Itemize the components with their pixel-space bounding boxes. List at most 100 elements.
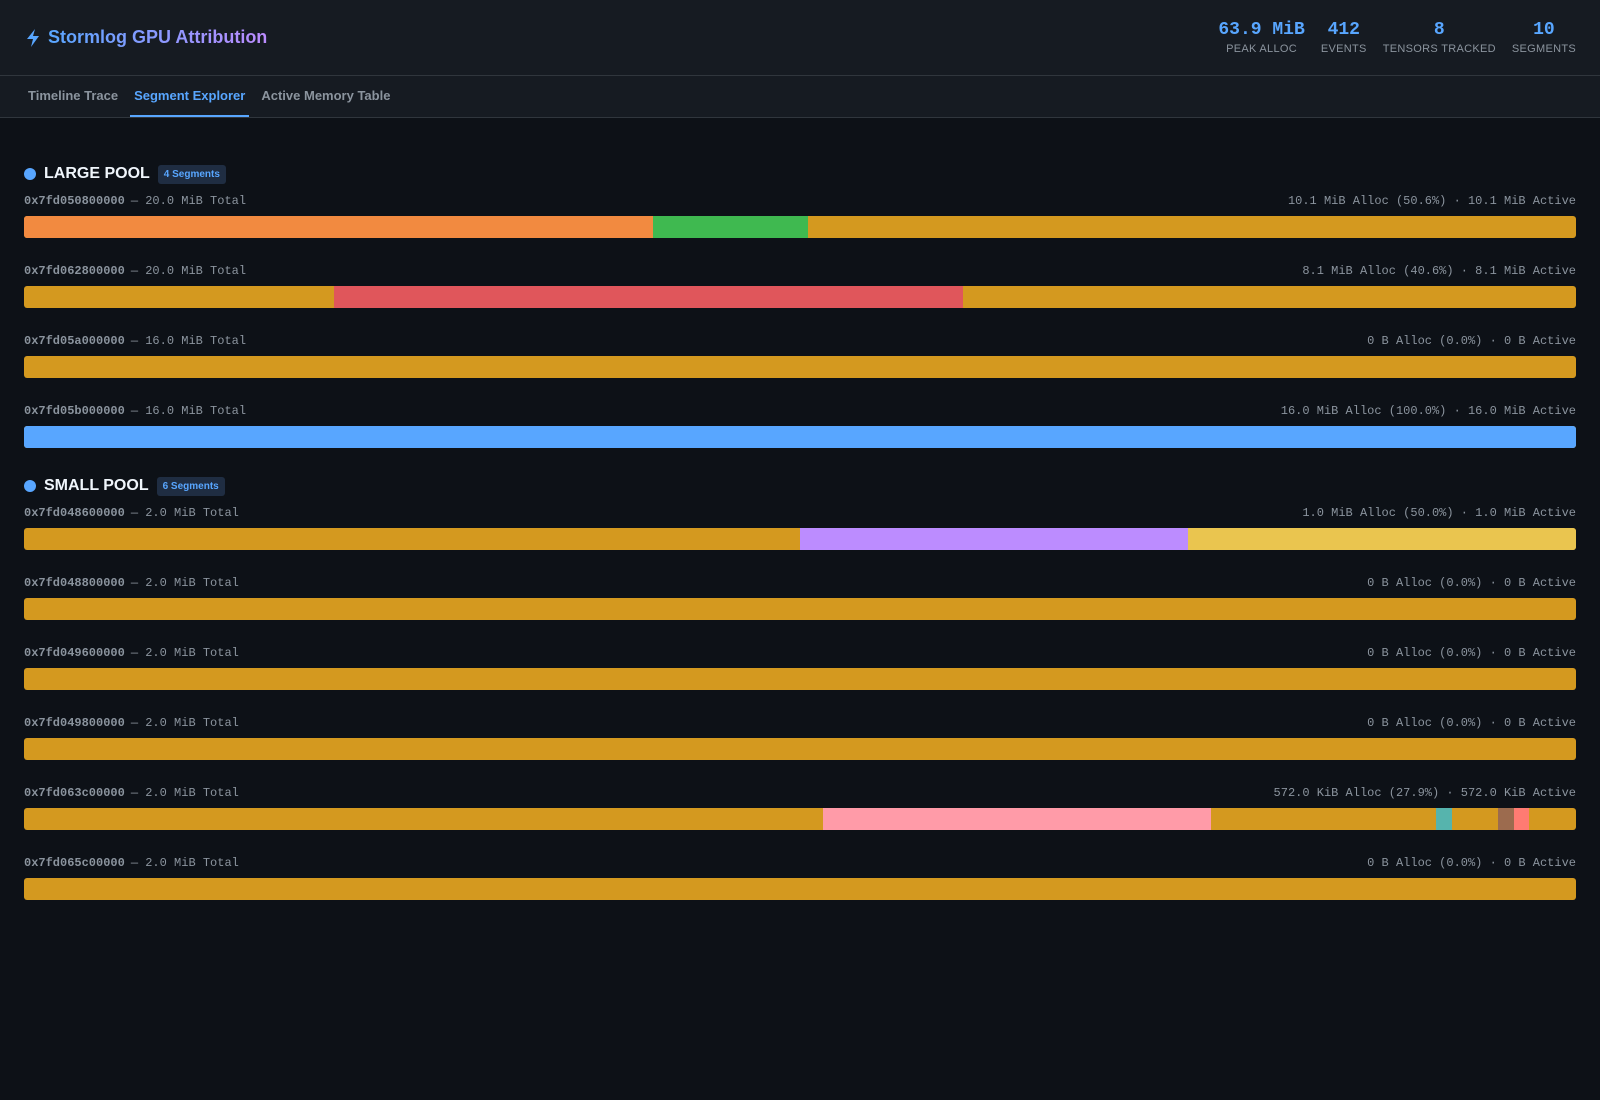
memory-block[interactable] [1513, 808, 1530, 830]
segment-bar [24, 808, 1576, 830]
segment-title: 0x7fd049600000 — 2.0 MiB Total [24, 646, 239, 662]
segment-address: 0x7fd063c00000 [24, 786, 125, 800]
stat-label: EVENTS [1320, 43, 1367, 55]
segment-title: 0x7fd05a000000 — 16.0 MiB Total [24, 334, 246, 350]
segment-usage: 0 B Alloc (0.0%) · 0 B Active [1367, 716, 1576, 730]
segment-bar [24, 528, 1576, 550]
segment-address: 0x7fd065c00000 [24, 856, 125, 870]
memory-block[interactable] [1188, 528, 1576, 550]
stat-label: SEGMENTS [1511, 43, 1576, 55]
segment-count-badge: 6 Segments [156, 476, 225, 496]
memory-block[interactable] [1436, 808, 1452, 830]
segment-usage: 0 B Alloc (0.0%) · 0 B Active [1367, 646, 1576, 660]
segment-row[interactable]: 0x7fd049800000 — 2.0 MiB Total 0 B Alloc (… [24, 716, 1576, 786]
segment-usage: 572.0 KiB Alloc (27.9%) · 572.0 KiB Acti… [1273, 786, 1576, 800]
segment-bar [24, 426, 1576, 448]
segment-info: 0x7fd062800000 — 20.0 MiB Total 8.1 MiB Al… [24, 264, 1576, 280]
memory-block[interactable] [652, 216, 808, 238]
segment-total: — 20.0 MiB Total [130, 264, 247, 278]
segment-usage: 10.1 MiB Alloc (50.6%) · 10.1 MiB Active [1287, 194, 1576, 208]
tab[interactable]: Timeline Trace [28, 88, 119, 103]
segment-address: 0x7fd049800000 [24, 716, 125, 730]
segment-title: 0x7fd062800000 — 20.0 MiB Total [24, 264, 246, 280]
stat-label: PEAK ALLOC [1226, 43, 1297, 55]
segment-bar [24, 286, 1576, 308]
stat: 63.9 MiB PEAK ALLOC [1218, 20, 1304, 55]
app-title: Stormlog GPU Attribution [48, 27, 268, 47]
segment-title: 0x7fd050800000 — 20.0 MiB Total [24, 194, 246, 210]
memory-block[interactable] [1498, 808, 1514, 830]
pool-header: LARGE POOL 4 Segments [24, 162, 1576, 186]
segment-total: — 2.0 MiB Total [130, 716, 239, 730]
segment-count-badge: 4 Segments [157, 164, 226, 184]
segment-title: 0x7fd048600000 — 2.0 MiB Total [24, 506, 239, 522]
segment-info: 0x7fd049800000 — 2.0 MiB Total 0 B Alloc (… [24, 716, 1576, 732]
segment-row[interactable]: 0x7fd048800000 — 2.0 MiB Total 0 B Alloc (… [24, 576, 1576, 646]
segment-total: — 20.0 MiB Total [130, 194, 247, 208]
segment-total: — 2.0 MiB Total [130, 576, 239, 590]
pool-dot [24, 480, 36, 492]
stat-value: 8 [1433, 20, 1445, 40]
stat-value: 63.9 MiB [1218, 20, 1305, 40]
segment-address: 0x7fd048600000 [24, 506, 125, 520]
segment-usage: 0 B Alloc (0.0%) · 0 B Active [1367, 856, 1576, 870]
segment-address: 0x7fd062800000 [24, 264, 125, 278]
segment-bar [24, 738, 1576, 760]
header: Stormlog GPU Attribution 63.9 MiB PEAK AL… [0, 0, 1600, 76]
segment-info: 0x7fd049600000 — 2.0 MiB Total 0 B Alloc (… [24, 646, 1576, 662]
brand: Stormlog GPU Attribution [24, 27, 267, 48]
segment-address: 0x7fd050800000 [24, 194, 125, 208]
segment-total: — 2.0 MiB Total [130, 786, 239, 800]
segment-title: 0x7fd063c00000 — 2.0 MiB Total [24, 786, 239, 802]
stat-value: 10 [1533, 20, 1555, 40]
segment-info: 0x7fd05b000000 — 16.0 MiB Total 16.0 MiB A… [24, 404, 1576, 420]
tab[interactable]: Active Memory Table [261, 88, 391, 103]
segment-title: 0x7fd048800000 — 2.0 MiB Total [24, 576, 239, 592]
segment-total: — 16.0 MiB Total [130, 334, 247, 348]
memory-block[interactable] [800, 528, 1188, 550]
segment-info: 0x7fd048800000 — 2.0 MiB Total 0 B Alloc (… [24, 576, 1576, 592]
stat: 10 SEGMENTS [1512, 20, 1576, 55]
segment-address: 0x7fd05b000000 [24, 404, 125, 418]
segment-usage: 0 B Alloc (0.0%) · 0 B Active [1367, 576, 1576, 590]
stat-label: TENSORS TRACKED [1382, 43, 1496, 55]
segment-bar [24, 598, 1576, 620]
memory-block[interactable] [24, 426, 1576, 448]
segment-row[interactable]: 0x7fd063c00000 — 2.0 MiB Total 572.0 KiB A… [24, 786, 1576, 856]
segment-row[interactable]: 0x7fd065c00000 — 2.0 MiB Total 0 B Alloc (… [24, 856, 1576, 926]
segment-total: — 2.0 MiB Total [130, 506, 239, 520]
segment-info: 0x7fd065c00000 — 2.0 MiB Total 0 B Alloc (… [24, 856, 1576, 872]
segment-row[interactable]: 0x7fd05a000000 — 16.0 MiB Total 0 B Alloc … [24, 334, 1576, 404]
segment-address: 0x7fd049600000 [24, 646, 125, 660]
segment-usage: 1.0 MiB Alloc (50.0%) · 1.0 MiB Active [1302, 506, 1576, 520]
memory-block[interactable] [823, 808, 1212, 830]
segment-address: 0x7fd048800000 [24, 576, 125, 590]
segment-usage: 16.0 MiB Alloc (100.0%) · 16.0 MiB Activ… [1280, 404, 1576, 418]
segment-total: — 16.0 MiB Total [130, 404, 247, 418]
tab-bar: Timeline Trace Segment Explorer Active Mem… [0, 76, 1600, 118]
segment-row[interactable]: 0x7fd062800000 — 20.0 MiB Total 8.1 MiB Al… [24, 264, 1576, 334]
segment-info: 0x7fd050800000 — 20.0 MiB Total 10.1 MiB A… [24, 194, 1576, 210]
segment-row[interactable]: 0x7fd05b000000 — 16.0 MiB Total 16.0 MiB A… [24, 404, 1576, 474]
segment-info: 0x7fd063c00000 — 2.0 MiB Total 572.0 KiB A… [24, 786, 1576, 802]
segment-row[interactable]: 0x7fd050800000 — 20.0 MiB Total 10.1 MiB A… [24, 194, 1576, 264]
segment-title: 0x7fd065c00000 — 2.0 MiB Total [24, 856, 239, 872]
tab[interactable]: Segment Explorer [130, 76, 250, 117]
memory-block[interactable] [334, 286, 963, 308]
stat: 8 TENSORS TRACKED [1383, 20, 1496, 55]
segment-explorer: LARGE POOL 4 Segments 0x7fd050800000 — 20.0… [0, 118, 1600, 926]
pool-name: SMALL POOL [44, 477, 149, 494]
stat: 412 EVENTS [1321, 20, 1367, 55]
segment-row[interactable]: 0x7fd048600000 — 2.0 MiB Total 1.0 MiB All… [24, 506, 1576, 576]
segment-row[interactable]: 0x7fd049600000 — 2.0 MiB Total 0 B Alloc (… [24, 646, 1576, 716]
segment-bar [24, 216, 1576, 238]
memory-block[interactable] [24, 216, 653, 238]
segment-bar [24, 878, 1576, 900]
pool-header: SMALL POOL 6 Segments [24, 474, 1576, 498]
pool-name: LARGE POOL [44, 165, 150, 182]
segment-usage: 8.1 MiB Alloc (40.6%) · 8.1 MiB Active [1302, 264, 1576, 278]
segment-usage: 0 B Alloc (0.0%) · 0 B Active [1367, 334, 1576, 348]
segment-address: 0x7fd05a000000 [24, 334, 125, 348]
